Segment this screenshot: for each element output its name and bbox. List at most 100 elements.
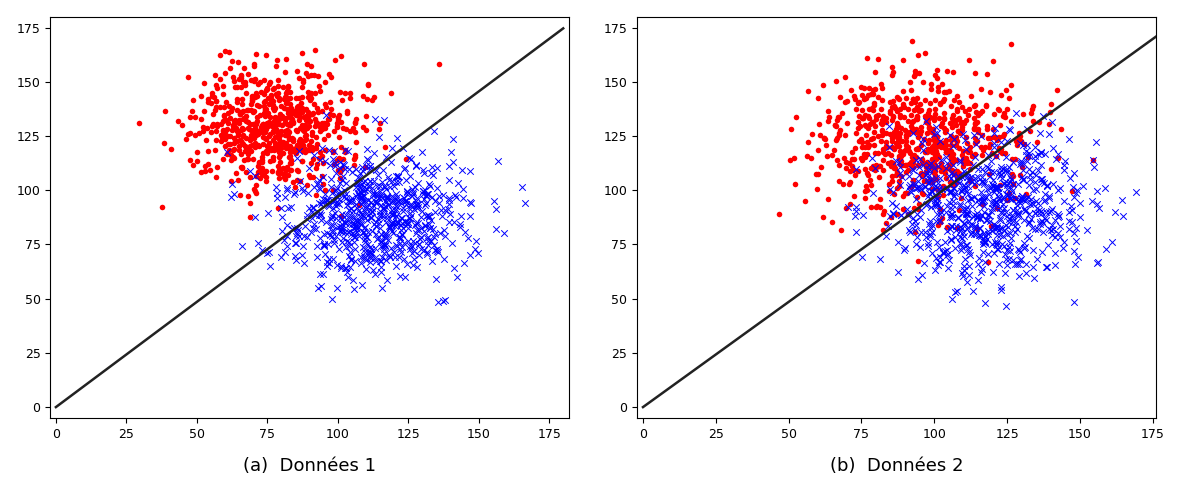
Point (943, 161, 962, 169)
Point (970, 109, 989, 117)
Point (917, 149, 936, 156)
Point (908, 112, 927, 120)
Point (930, 253, 949, 261)
Point (923, 125, 942, 133)
Point (241, 173, 260, 181)
Point (962, 221, 981, 229)
Point (889, 238, 908, 246)
Point (280, 121, 299, 129)
Point (1002, 214, 1021, 221)
Point (1013, 192, 1032, 200)
Point (944, 184, 963, 192)
Point (940, 187, 959, 195)
Point (942, 156, 961, 164)
Point (285, 108, 304, 116)
Point (359, 80, 378, 88)
Point (266, 123, 285, 130)
Point (365, 254, 384, 262)
Point (991, 197, 1009, 205)
Point (942, 235, 961, 243)
Point (314, 242, 333, 249)
Point (1030, 119, 1048, 126)
Point (889, 94, 908, 102)
Point (863, 154, 882, 162)
Point (356, 215, 375, 222)
Point (379, 251, 398, 259)
Point (994, 195, 1013, 203)
Point (1004, 180, 1022, 188)
Point (978, 215, 996, 223)
Point (913, 172, 931, 180)
Point (836, 131, 855, 139)
Point (418, 237, 437, 245)
Point (372, 284, 391, 292)
Point (369, 171, 388, 179)
Point (324, 127, 343, 135)
Point (852, 92, 871, 99)
Point (900, 143, 918, 151)
Point (351, 217, 370, 225)
Point (937, 208, 956, 215)
Point (959, 105, 978, 113)
Point (401, 215, 420, 222)
Point (943, 159, 962, 167)
Point (442, 239, 461, 246)
Point (901, 181, 920, 189)
Point (903, 163, 922, 171)
Point (375, 143, 394, 151)
Point (322, 221, 340, 229)
Point (998, 168, 1017, 176)
Point (280, 112, 299, 120)
Point (221, 156, 240, 164)
Point (924, 166, 943, 174)
Point (212, 121, 230, 128)
Point (921, 217, 940, 225)
Point (1017, 148, 1035, 155)
Point (431, 206, 450, 214)
Point (331, 215, 350, 222)
Point (873, 226, 892, 234)
Point (898, 209, 917, 217)
Point (916, 183, 935, 191)
Point (196, 167, 215, 175)
Point (272, 169, 291, 177)
Point (1013, 175, 1032, 183)
Point (255, 109, 274, 117)
Point (961, 176, 980, 184)
Point (941, 214, 960, 221)
Point (345, 155, 364, 163)
Point (864, 141, 883, 149)
Point (280, 121, 299, 129)
Point (826, 136, 845, 144)
Point (966, 211, 985, 218)
Point (949, 114, 968, 122)
Point (316, 157, 335, 165)
Point (957, 225, 976, 233)
Point (187, 148, 206, 156)
Point (363, 201, 382, 209)
Point (392, 232, 411, 240)
Point (343, 197, 362, 205)
Point (920, 123, 939, 131)
Point (1018, 232, 1037, 240)
Point (1004, 256, 1022, 264)
Point (799, 138, 818, 146)
Point (372, 253, 391, 261)
Point (996, 221, 1015, 229)
Point (903, 37, 922, 45)
Point (994, 200, 1013, 208)
Point (916, 178, 935, 185)
Point (920, 106, 939, 114)
Point (223, 122, 242, 130)
Point (415, 221, 434, 229)
Point (907, 146, 926, 154)
Point (1044, 144, 1063, 152)
Point (430, 192, 449, 200)
Point (963, 287, 982, 295)
Point (246, 50, 265, 58)
Point (366, 257, 385, 265)
Point (1063, 206, 1082, 214)
Point (336, 190, 355, 198)
Point (983, 149, 1002, 157)
Point (996, 166, 1015, 174)
